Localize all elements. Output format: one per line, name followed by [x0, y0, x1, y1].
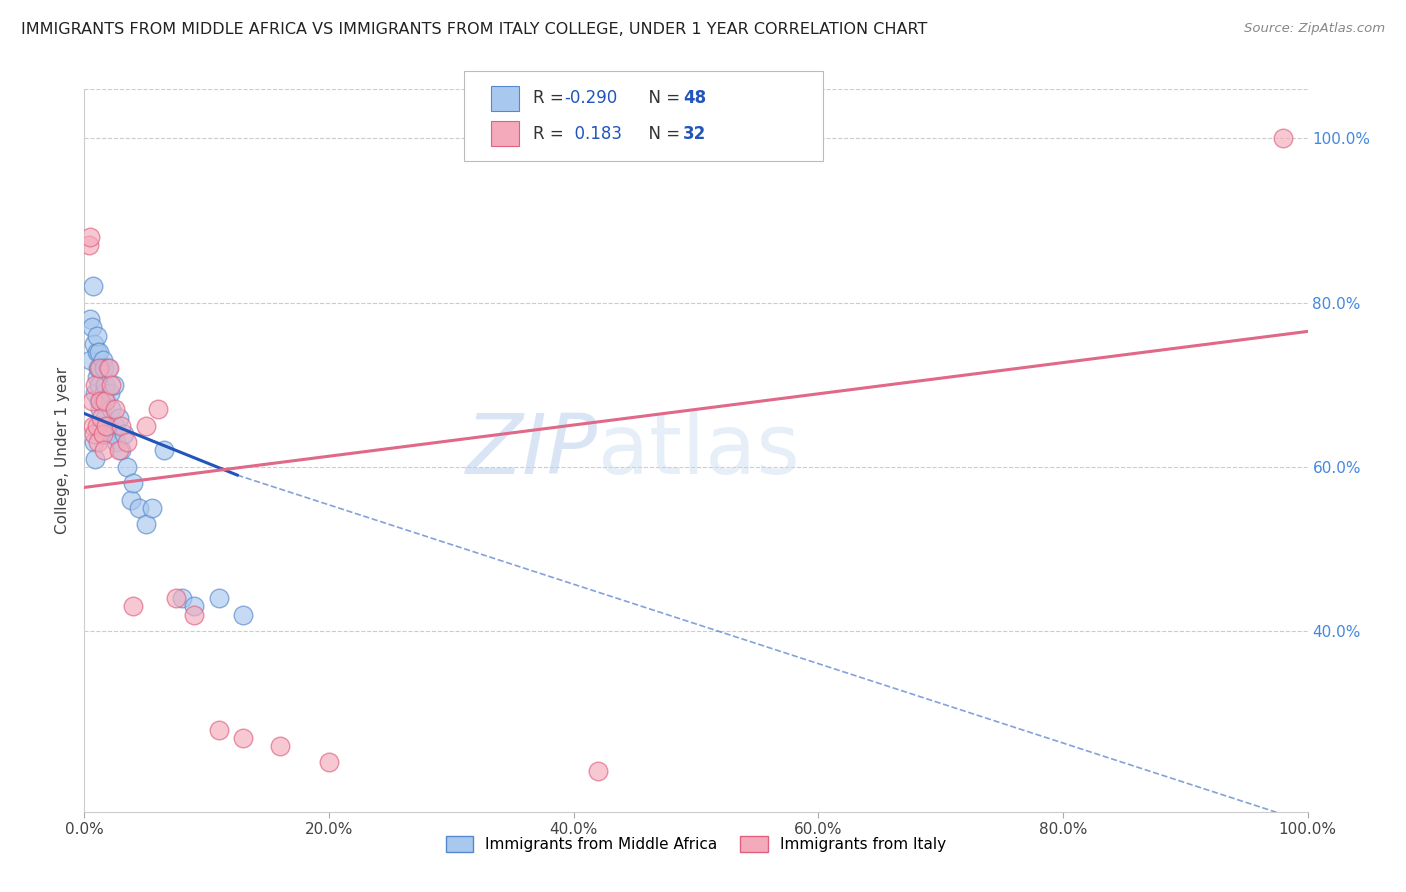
Point [90, 418, 112, 433]
Point [107, 410, 129, 425]
Point [115, 435, 138, 450]
Point [94, 377, 117, 392]
Text: R =: R = [533, 89, 569, 107]
Text: N =: N = [638, 125, 686, 143]
Point [208, 723, 231, 737]
Point [86, 369, 108, 384]
Point [87, 345, 110, 359]
Point [93, 443, 115, 458]
Point [122, 599, 145, 614]
Point [208, 591, 231, 606]
Text: 32: 32 [683, 125, 707, 143]
Point [104, 418, 127, 433]
Point [112, 427, 135, 442]
Point [87, 377, 110, 392]
Point [86, 418, 108, 433]
Point [87, 361, 110, 376]
Point [232, 607, 254, 622]
Point [122, 476, 145, 491]
Text: 48: 48 [683, 89, 706, 107]
Point [83, 427, 105, 442]
Point [146, 402, 169, 417]
Point [87, 394, 110, 409]
Point [101, 427, 124, 442]
Point [93, 361, 115, 376]
Point [135, 517, 157, 532]
Text: 0.183: 0.183 [564, 125, 621, 143]
Point [96, 394, 118, 409]
Point [110, 418, 132, 433]
Point [110, 443, 132, 458]
Point [97, 361, 120, 376]
Point [87, 361, 110, 376]
Text: R =: R = [533, 125, 569, 143]
Point [97, 361, 120, 376]
Point [269, 739, 291, 753]
Point [103, 377, 125, 392]
Point [1272, 131, 1295, 145]
Point [183, 599, 205, 614]
Point [93, 386, 115, 401]
Point [82, 279, 104, 293]
Point [83, 435, 105, 450]
Point [172, 591, 194, 606]
Point [153, 443, 176, 458]
Point [89, 361, 111, 376]
Point [84, 377, 107, 392]
Point [105, 435, 128, 450]
Point [94, 410, 117, 425]
Point [84, 386, 107, 401]
Legend: Immigrants from Middle Africa, Immigrants from Italy: Immigrants from Middle Africa, Immigrant… [440, 830, 952, 858]
Point [97, 418, 120, 433]
Text: IMMIGRANTS FROM MIDDLE AFRICA VS IMMIGRANTS FROM ITALY COLLEGE, UNDER 1 YEAR COR: IMMIGRANTS FROM MIDDLE AFRICA VS IMMIGRA… [21, 22, 928, 37]
Point [183, 607, 205, 622]
Y-axis label: College, Under 1 year: College, Under 1 year [55, 367, 70, 534]
Point [79, 312, 101, 326]
Point [115, 459, 138, 474]
Point [135, 418, 157, 433]
Point [120, 492, 142, 507]
Point [141, 500, 163, 515]
Point [318, 756, 340, 770]
Point [100, 402, 122, 417]
Text: Source: ZipAtlas.com: Source: ZipAtlas.com [1244, 22, 1385, 36]
Point [91, 353, 114, 368]
Point [80, 320, 103, 334]
Text: -0.290: -0.290 [564, 89, 617, 107]
Point [96, 418, 118, 433]
Point [165, 591, 187, 606]
Point [86, 328, 108, 343]
Point [89, 394, 111, 409]
Point [94, 394, 117, 409]
Point [107, 443, 129, 458]
Point [89, 402, 111, 417]
Point [86, 345, 108, 359]
Point [80, 394, 103, 409]
Point [83, 336, 105, 351]
Point [90, 410, 112, 425]
Text: N =: N = [638, 89, 686, 107]
Point [79, 230, 101, 244]
Point [100, 377, 122, 392]
Text: ZIP: ZIP [467, 410, 598, 491]
Point [128, 500, 150, 515]
Point [98, 386, 121, 401]
Point [586, 764, 609, 778]
Text: atlas: atlas [598, 410, 800, 491]
Point [91, 394, 114, 409]
Point [232, 731, 254, 745]
Point [77, 238, 100, 252]
Point [96, 427, 118, 442]
Point [104, 402, 127, 417]
Point [79, 353, 101, 368]
Point [91, 427, 114, 442]
Point [87, 435, 110, 450]
Point [84, 451, 107, 466]
Point [82, 418, 104, 433]
